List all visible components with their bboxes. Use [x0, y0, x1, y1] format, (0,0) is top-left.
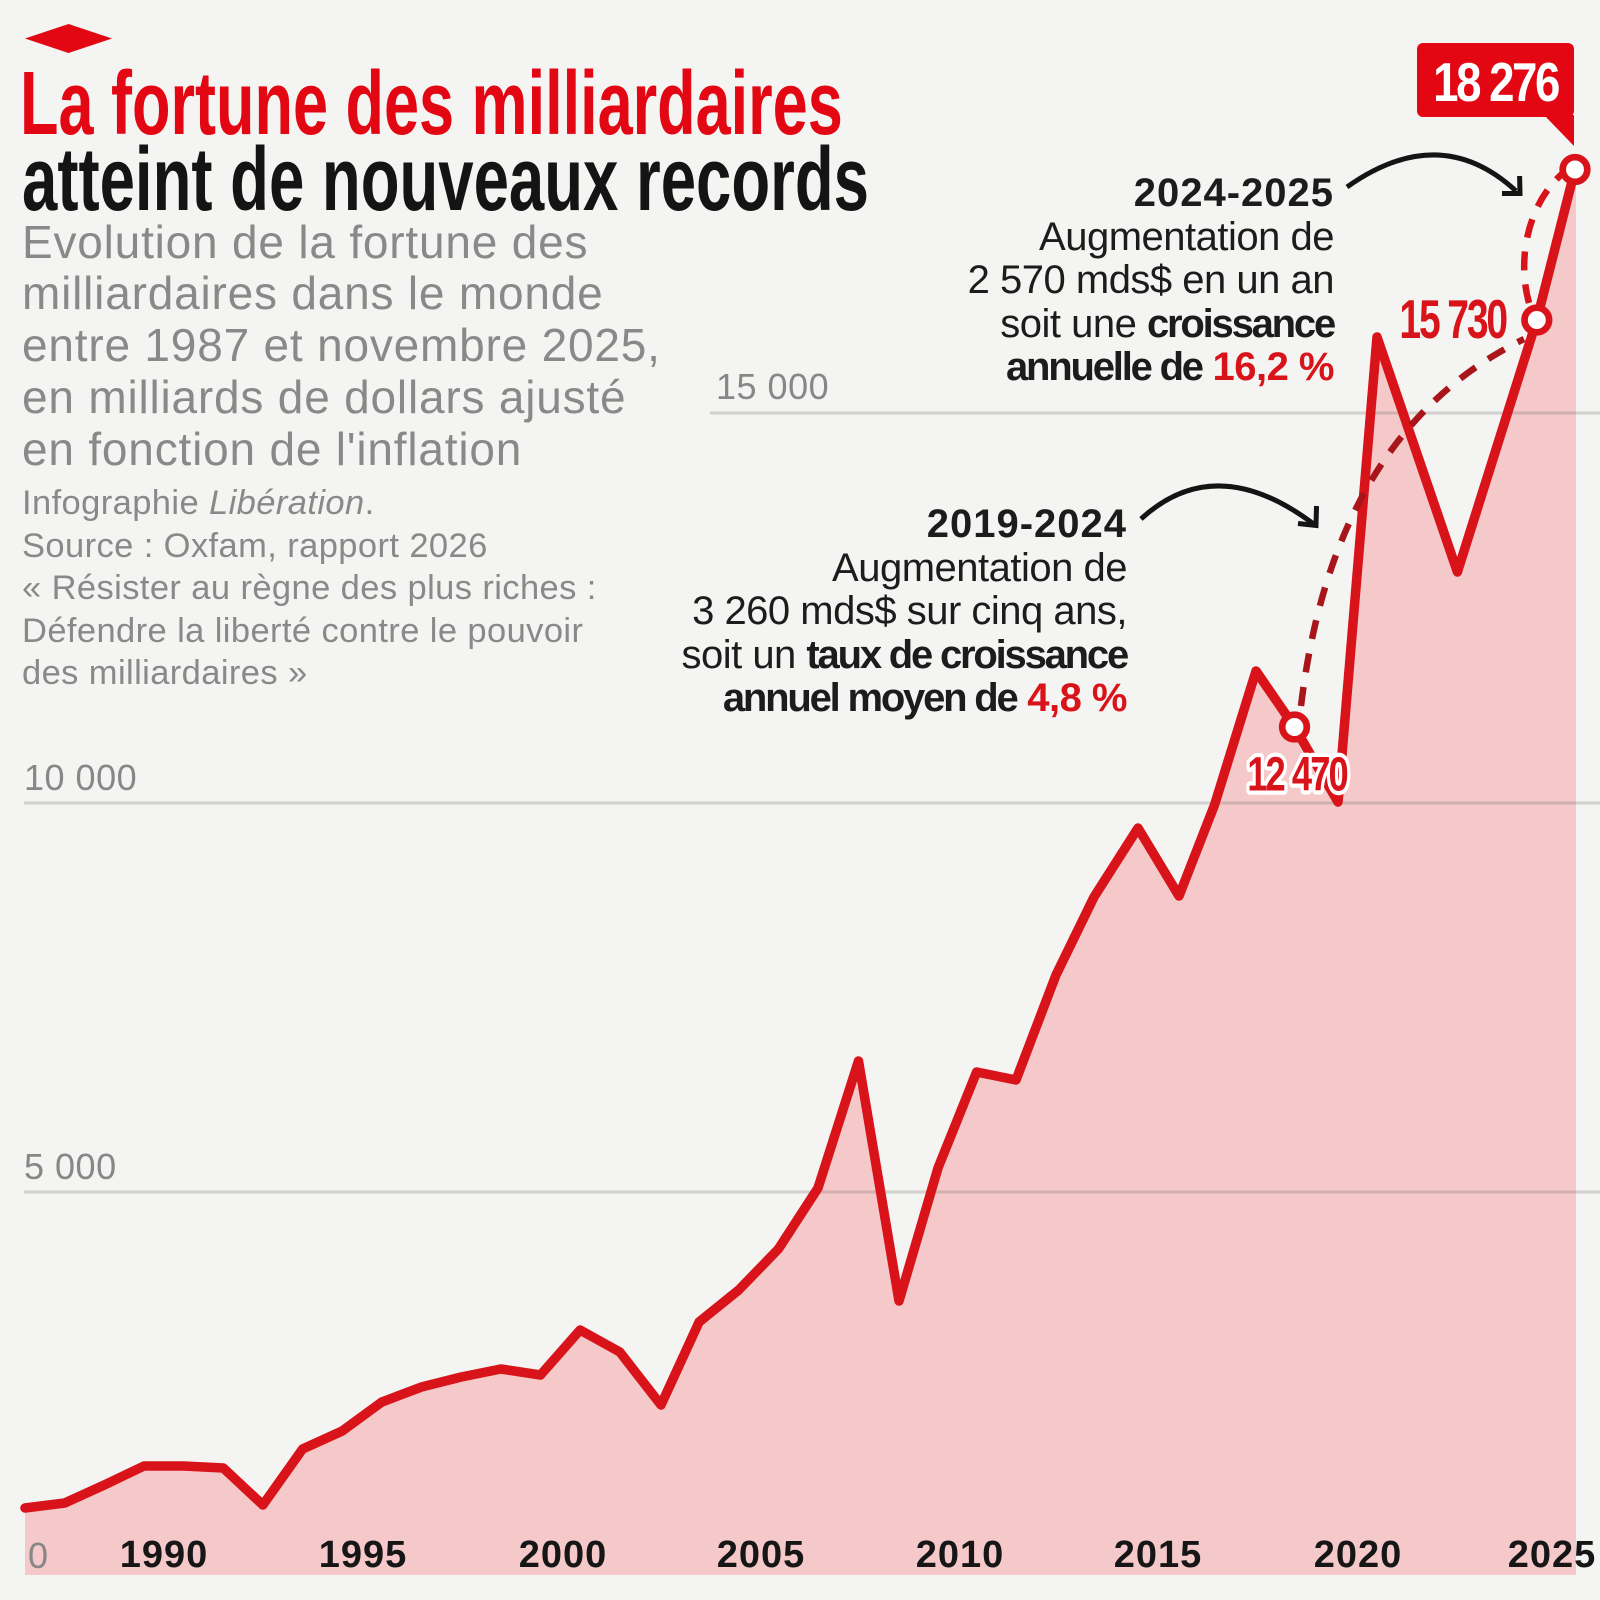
- svg-text:12 470: 12 470: [1247, 748, 1348, 802]
- svg-text:15 730: 15 730: [1399, 290, 1507, 351]
- svg-text:18 276: 18 276: [1433, 51, 1559, 113]
